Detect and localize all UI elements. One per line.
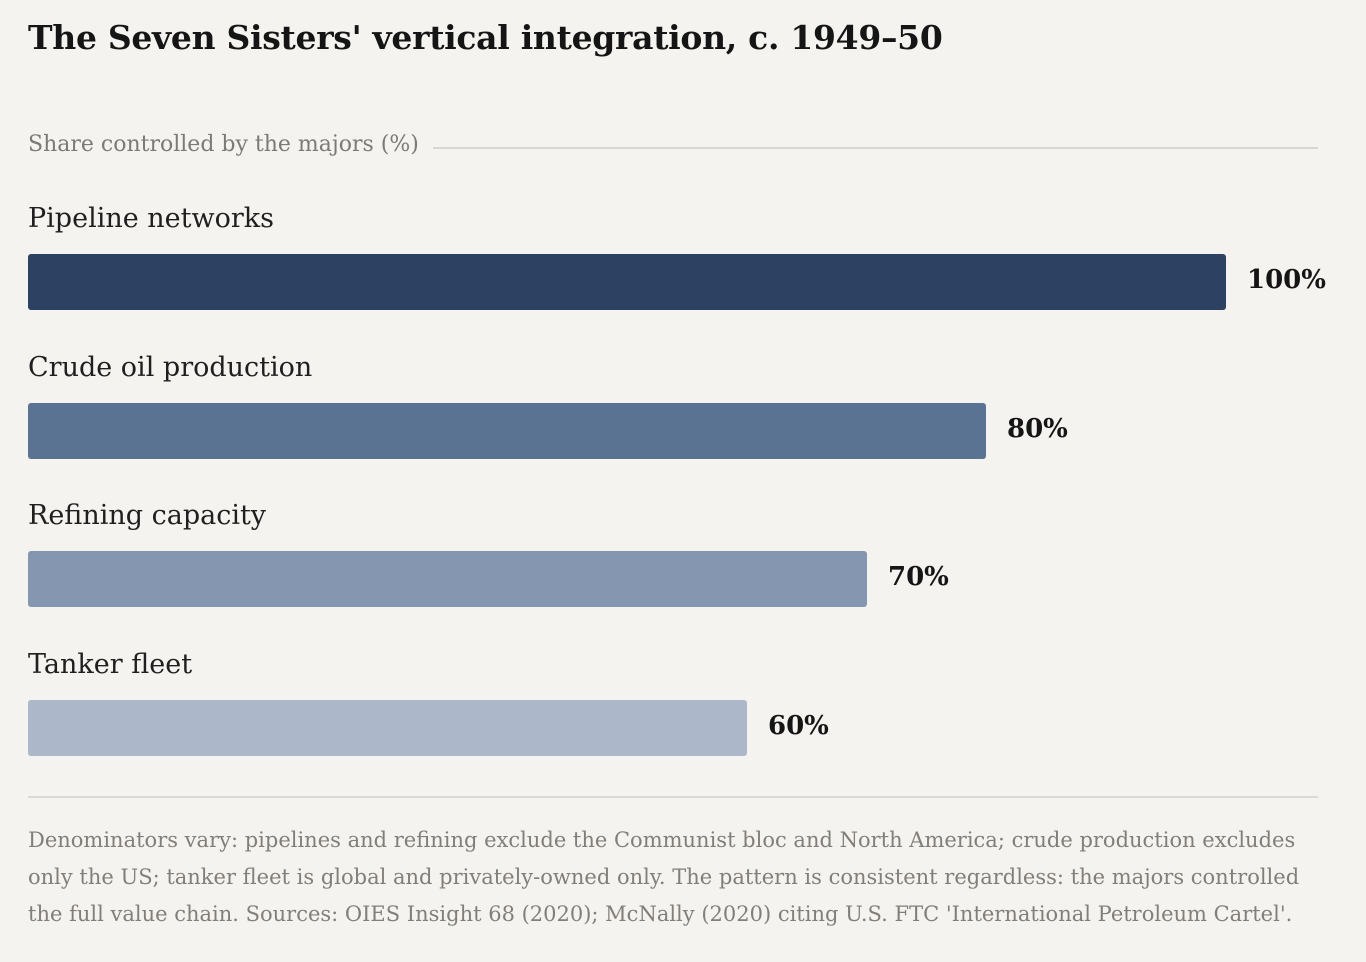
value-label-tanker-fleet: 60% [768, 711, 829, 741]
value-label-crude-oil-production: 80% [1007, 414, 1068, 444]
axis-label: Share controlled by the majors (%) [28, 131, 419, 157]
bar-refining-capacity [28, 551, 867, 607]
axis-header: Share controlled by the majors (%) [28, 128, 1318, 160]
chart-title: The Seven Sisters' vertical integration,… [28, 18, 943, 57]
bar-tanker-fleet [28, 700, 747, 756]
category-label-crude-oil-production: Crude oil production [28, 351, 313, 383]
axis-rule [432, 147, 1318, 149]
value-label-pipeline-networks: 100% [1247, 265, 1326, 295]
bar-pipeline-networks [28, 254, 1226, 310]
footnote-divider [28, 796, 1318, 798]
footnote: Denominators vary: pipelines and refinin… [28, 828, 1300, 926]
category-label-tanker-fleet: Tanker fleet [28, 649, 193, 681]
value-label-refining-capacity: 70% [888, 562, 949, 592]
bar-crude-oil-production [28, 403, 986, 459]
category-label-pipeline-networks: Pipeline networks [28, 203, 274, 234]
category-label-refining-capacity: Refining capacity [28, 500, 267, 532]
